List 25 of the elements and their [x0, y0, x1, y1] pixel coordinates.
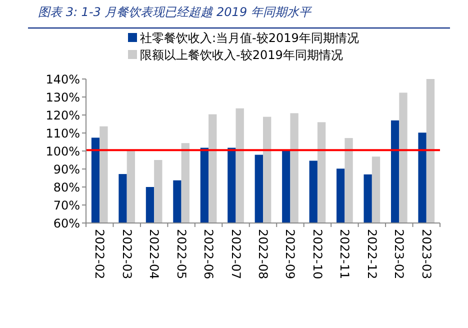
- x-tick-label: 2022-06: [202, 229, 216, 280]
- x-tick-label: 2022-12: [364, 229, 379, 280]
- x-tick-label: 2022-03: [120, 229, 134, 280]
- x-tick-label: 2023-02: [392, 229, 406, 280]
- x-tick-label: 2022-10: [310, 229, 324, 280]
- x-tick-label: 2022-07: [228, 229, 243, 280]
- x-tick-label: 2022-05: [174, 229, 188, 280]
- y-tick-label: 90%: [53, 162, 80, 176]
- y-tick-label: 140%: [46, 72, 80, 86]
- chart-title: 图表 3: 1-3 月餐饮表现已经超越 2019 年同期水平: [38, 5, 313, 19]
- x-tick-label: 2022-09: [283, 229, 298, 280]
- x-tick-label: 2022-11: [338, 229, 352, 280]
- y-tick-label: 80%: [53, 180, 80, 194]
- y-tick-label: 130%: [46, 90, 80, 104]
- x-tick-label: 2023-03: [419, 229, 434, 280]
- x-tick-label: 2022-08: [256, 229, 270, 280]
- x-tick-label: 2022-04: [147, 229, 162, 280]
- y-tick-label: 100%: [46, 144, 80, 158]
- legend-label: 限额以上餐饮收入-较2019年同期情况: [140, 48, 343, 62]
- y-tick-label: 60%: [53, 216, 80, 230]
- y-tick-label: 110%: [46, 126, 80, 140]
- x-tick-label: 2022-02: [92, 229, 107, 280]
- y-tick-label: 120%: [46, 108, 80, 122]
- y-tick-label: 70%: [53, 198, 80, 212]
- legend-label: 社零餐饮收入:当月值-较2019年同期情况: [140, 31, 359, 45]
